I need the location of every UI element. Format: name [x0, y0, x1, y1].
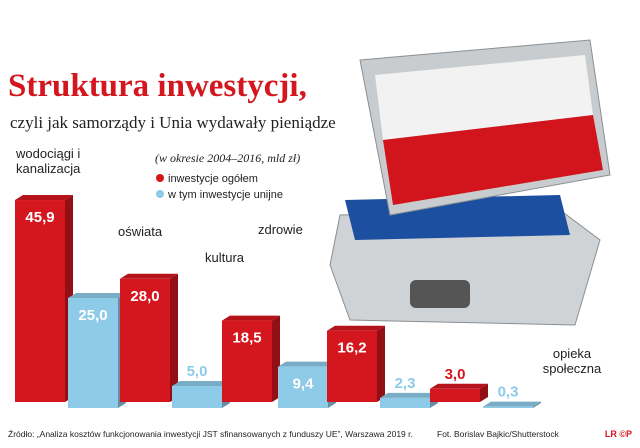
value-label: 45,9 [25, 209, 54, 226]
bar [15, 200, 65, 402]
value-label: 18,5 [232, 330, 261, 347]
chart-title: Struktura inwestycji, [8, 68, 307, 104]
value-label: 2,3 [395, 375, 416, 392]
chart-subtitle: czyli jak samorządy i Unia wydawały pien… [10, 113, 336, 132]
bar-top [68, 293, 126, 298]
bar-top [222, 315, 280, 321]
category-label: kultura [205, 250, 245, 265]
bar-top [172, 381, 230, 386]
category-label: zdrowie [258, 222, 303, 237]
value-label: 28,0 [130, 288, 159, 305]
value-label: 3,0 [445, 366, 466, 383]
legend-swatch [156, 174, 164, 182]
bar-top [15, 195, 73, 201]
bar [380, 397, 430, 408]
bar [483, 406, 533, 408]
bar-side [480, 383, 488, 402]
bar-side [170, 273, 178, 402]
bar [430, 388, 480, 402]
bar-top [430, 383, 488, 389]
bar [222, 320, 272, 402]
source: Źródło: „Analiza kosztów funkcjonowania … [8, 429, 413, 439]
value-label: 25,0 [78, 307, 107, 324]
category-label: opieka społeczna [542, 346, 602, 376]
value-label: 0,3 [498, 384, 519, 401]
value-label: 9,4 [293, 376, 315, 393]
bar-top [278, 361, 336, 367]
category-label: oświata [118, 224, 163, 239]
bar-side [377, 325, 385, 402]
bar-top [327, 325, 385, 331]
bar-top [380, 392, 438, 398]
chart-note: (w okresie 2004–2016, mld zł) [155, 151, 300, 165]
bar [278, 366, 328, 408]
photo-credit: Fot. Borislav Bajkic/Shutterstock [437, 429, 560, 439]
value-label: 5,0 [187, 363, 208, 380]
bar [68, 298, 118, 408]
bar [120, 278, 170, 402]
bar-side [533, 401, 541, 408]
logo: LR ©P [605, 429, 632, 439]
legend-swatch [156, 190, 164, 198]
bar [327, 330, 377, 402]
legend-label: w tym inwestycje unijne [167, 189, 283, 201]
legend-label: inwestycje ogółem [168, 173, 258, 185]
bar [172, 386, 222, 408]
bar-top [483, 401, 541, 407]
value-label: 16,2 [337, 340, 366, 357]
suitcase-illustration [329, 39, 611, 326]
category-label: wodociągi i kanalizacja [16, 146, 81, 176]
bar-top [120, 273, 178, 279]
